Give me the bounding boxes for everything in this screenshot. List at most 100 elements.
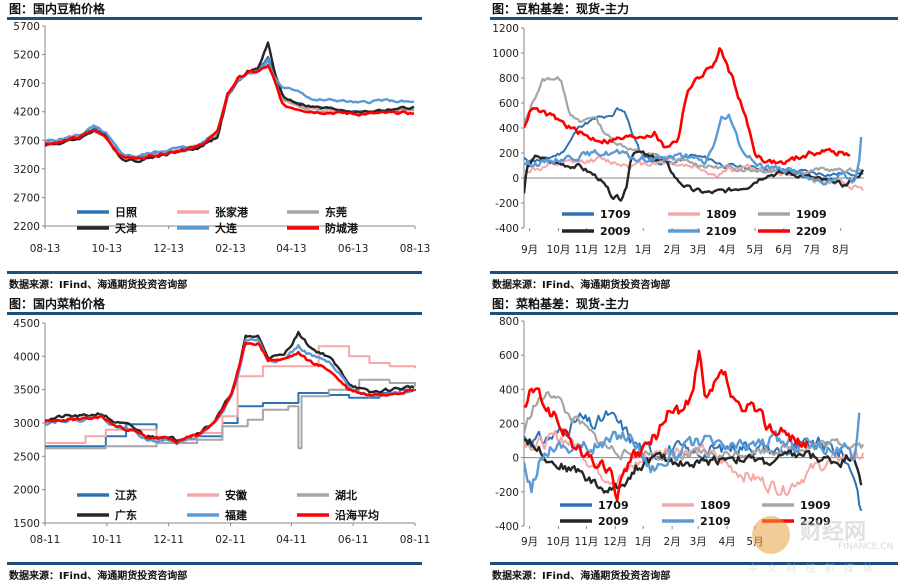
y-tick-label: 0 <box>512 453 519 465</box>
y-tick-label: 800 <box>499 316 519 328</box>
legend-label: 广东 <box>115 508 137 522</box>
series-line-日照 <box>45 55 415 161</box>
soymeal-price-chart: 2200 2700 3200 3700 4200 4700 5200 5700 08-13 10-… <box>13 21 430 255</box>
watermark: 财经网 FINANCE.CN 中 文 财 经 新 媒 体 <box>748 512 898 576</box>
y-tick-label: 400 <box>499 123 519 135</box>
x-tick-label: 4月 <box>718 536 735 548</box>
x-tick-label: 02-11 <box>215 534 246 546</box>
series-line-1809 <box>524 155 864 191</box>
y-tick-label: 1200 <box>492 23 519 35</box>
panel-title: 图：豆粕基差：现货-主力 <box>492 2 629 16</box>
legend-label: 日照 <box>115 206 137 219</box>
y-tick-label: 5200 <box>13 50 40 62</box>
series-group <box>524 349 865 512</box>
title-divider <box>7 17 422 20</box>
legend-label: 1909 <box>796 208 827 221</box>
x-tick-label: 06-11 <box>338 534 369 546</box>
x-tick-label: 11月 <box>574 244 598 256</box>
x-tick-label: 4月 <box>718 244 735 256</box>
x-tick-label: 04-11 <box>276 534 307 546</box>
x-tick-label: 7月 <box>803 244 820 256</box>
y-tick-label: 4200 <box>13 107 40 119</box>
x-tick-label: 04-13 <box>276 243 307 255</box>
y-tick-label: 5700 <box>13 21 40 33</box>
legend-label: 东莞 <box>325 205 347 219</box>
x-tick-label: 08-13 <box>400 243 431 255</box>
x-tick-label: 8月 <box>832 244 849 256</box>
legend-label: 大连 <box>215 221 238 235</box>
watermark-subtitle: 中 文 财 经 新 媒 体 <box>748 564 877 575</box>
panel-title: 图：菜粕基差：现货-主力 <box>492 297 629 311</box>
y-tick-label: 3700 <box>13 135 40 147</box>
series-line-安徽 <box>45 345 416 444</box>
x-tick-label: 6月 <box>775 244 792 256</box>
x-tick-label: 08-13 <box>30 243 61 255</box>
y-tick-label: -400 <box>495 521 519 533</box>
legend-label: 1809 <box>700 499 731 512</box>
y-tick-label: 4500 <box>13 318 40 330</box>
data-source: 数据来源：IFind、海通期货投资咨询部 <box>492 280 671 291</box>
series-line-沿海平均 <box>45 341 415 445</box>
y-tick-label: 3000 <box>13 418 40 430</box>
x-tick-label: 3月 <box>690 536 707 548</box>
x-tick-label: 1月 <box>635 536 652 548</box>
x-tick-label: 08-11 <box>30 534 61 546</box>
panel-soymeal-price: 图：国内豆粕价格 2200 2700 3200 3700 4200 4700 5200 570… <box>7 0 430 291</box>
panel-rapemeal-basis: 图：菜粕基差：现货-主力 -400 -200 0 200 400 600 800 9月 10月 1… <box>490 291 898 582</box>
panel-title: 图：国内豆粕价格 <box>9 2 106 16</box>
x-tick-label: 2月 <box>664 536 681 548</box>
footer-divider <box>7 562 422 565</box>
x-tick-label: 2月 <box>664 244 681 256</box>
y-tick-label: 800 <box>499 73 519 85</box>
x-tick-label: 11月 <box>574 536 598 548</box>
series-line-2009 <box>524 150 865 202</box>
x-tick-label: 12-13 <box>153 243 184 255</box>
panel-title: 图：国内菜粕价格 <box>9 297 106 311</box>
x-tick-label: 08-11 <box>400 534 431 546</box>
legend-label: 湖北 <box>335 488 357 502</box>
watermark-url: FINANCE.CN <box>838 542 894 552</box>
y-tick-label: 3500 <box>13 385 40 397</box>
y-tick-label: 200 <box>499 419 519 431</box>
y-tick-label: 600 <box>499 350 519 362</box>
series-line-张家港 <box>45 58 415 161</box>
watermark-logo-icon <box>752 516 790 554</box>
series-line-1709 <box>524 107 864 178</box>
x-tick-label: 12月 <box>603 536 627 548</box>
x-tick-label: 12-11 <box>153 534 184 546</box>
series-line-东莞 <box>45 59 415 161</box>
series-line-2209 <box>524 47 851 165</box>
data-source: 数据来源：IFind、海通期货投资咨询部 <box>9 571 188 582</box>
x-tick-label: 1月 <box>635 244 652 256</box>
watermark-name: 财经网 <box>800 520 867 545</box>
x-tick-label: 12月 <box>603 244 627 256</box>
y-tick-label: 1000 <box>492 48 519 60</box>
x-tick-label: 10-11 <box>92 534 123 546</box>
data-source: 数据来源：IFind、海通期货投资咨询部 <box>492 571 671 582</box>
legend-label: 2109 <box>706 225 737 238</box>
legend-label: 1709 <box>598 499 629 512</box>
x-tick-label: 10月 <box>547 536 571 548</box>
y-tick-label: 200 <box>499 148 519 160</box>
y-tick-label: 2500 <box>13 451 40 463</box>
x-tick-label: 9月 <box>521 244 538 256</box>
legend-label: 防城港 <box>325 221 359 235</box>
y-tick-label: 4700 <box>13 78 40 90</box>
rapemeal-basis-chart: -400 -200 0 200 400 600 800 9月 10月 11月 12月 1月 2月 3月 4月… <box>495 316 865 548</box>
series-line-2109 <box>524 113 863 186</box>
legend-label: 2209 <box>796 225 827 238</box>
legend-label: 1909 <box>800 499 831 512</box>
series-group <box>45 41 415 164</box>
legend-label: 福建 <box>224 508 248 522</box>
legend-label: 天津 <box>115 221 137 235</box>
legend-label: 2009 <box>600 225 631 238</box>
series-line-1909 <box>524 76 864 175</box>
y-tick-label: -200 <box>495 198 519 210</box>
legend-label: 2009 <box>598 515 629 528</box>
x-tick-label: 5月 <box>746 244 763 256</box>
x-tick-label: 9月 <box>521 536 538 548</box>
x-tick-label: 06-13 <box>338 243 369 255</box>
series-group <box>45 330 416 450</box>
y-tick-label: 2700 <box>13 192 40 204</box>
legend-label: 江苏 <box>115 488 137 502</box>
